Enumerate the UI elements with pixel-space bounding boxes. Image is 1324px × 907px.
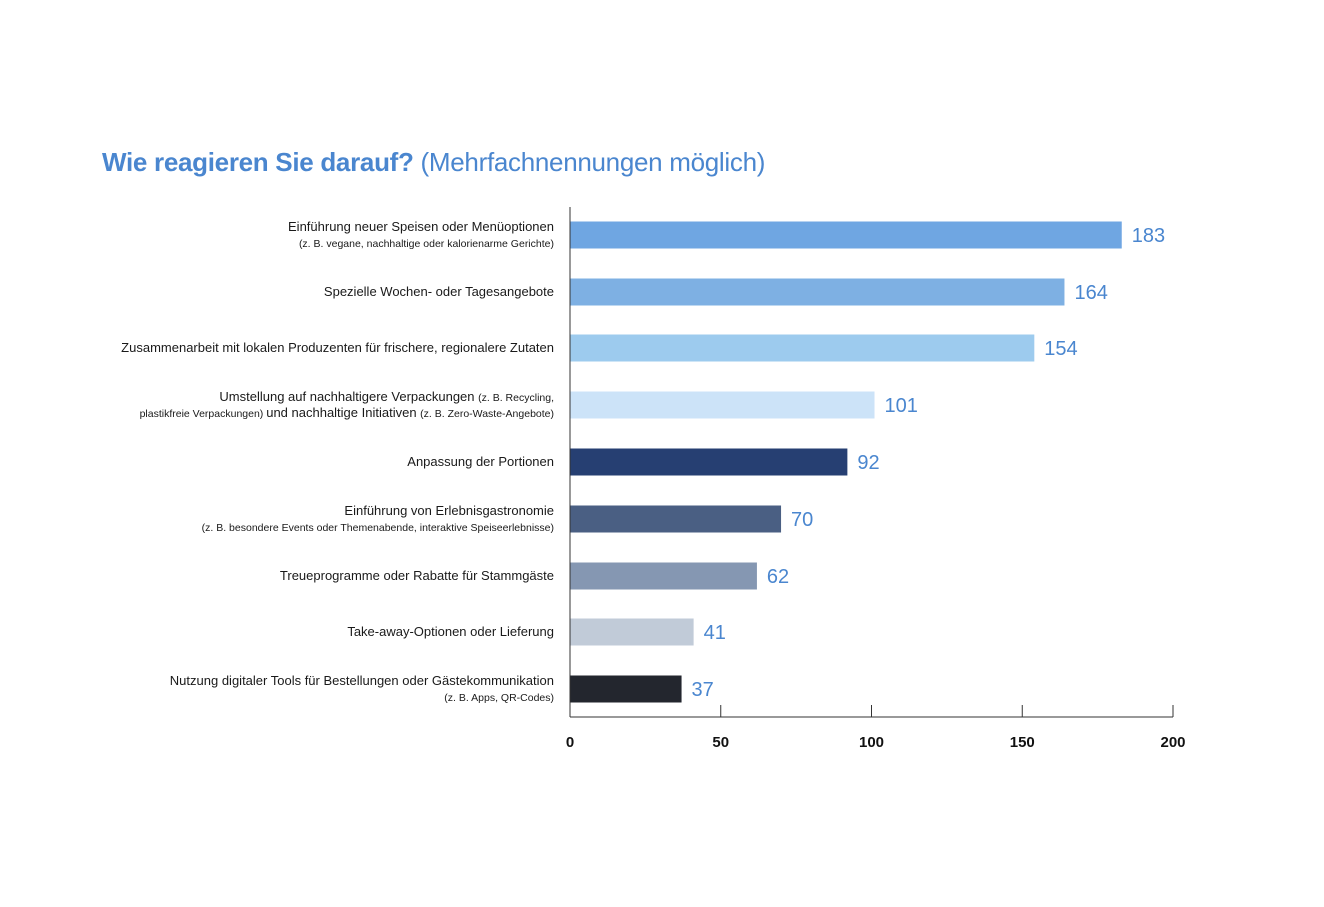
category-label-5: Anpassung der Portionen xyxy=(407,454,554,469)
category-label-segment: Zusammenarbeit mit lokalen Produzenten f… xyxy=(121,340,554,355)
category-label-2: Spezielle Wochen- oder Tagesangebote xyxy=(324,284,554,299)
category-label-3: Zusammenarbeit mit lokalen Produzenten f… xyxy=(121,340,554,355)
value-label-3: 154 xyxy=(1044,338,1077,360)
value-label-6: 70 xyxy=(791,509,813,531)
category-label-segment: (z. B. Recycling, xyxy=(478,392,554,404)
category-label-segment: Treueprogramme oder Rabatte für Stammgäs… xyxy=(280,568,554,583)
category-label-segment: Take-away-Optionen oder Lieferung xyxy=(347,624,554,639)
category-label-segment: Spezielle Wochen- oder Tagesangebote xyxy=(324,284,554,299)
category-label-segment: Einführung von Erlebnisgastronomie xyxy=(344,503,554,518)
value-label-9: 37 xyxy=(692,679,714,701)
x-tick-label-2: 50 xyxy=(712,734,729,751)
bar-7 xyxy=(570,562,757,590)
category-label-segment: Anpassung der Portionen xyxy=(407,454,554,469)
category-label-segment: Einführung neuer Speisen oder Menüoption… xyxy=(288,219,554,234)
x-tick-label-1: 0 xyxy=(566,734,574,751)
category-label-6: Einführung von Erlebnisgastronomie (z. B.… xyxy=(202,503,554,534)
category-label-segment: (z. B. Zero-Waste-Angebote) xyxy=(420,408,554,420)
bar-6 xyxy=(570,505,782,533)
category-label-8: Take-away-Optionen oder Lieferung xyxy=(347,624,554,639)
x-tick-label-3: 100 xyxy=(859,734,884,751)
bar-2 xyxy=(570,278,1065,306)
category-label-segment: und nachhaltige Initiativen xyxy=(266,405,420,420)
category-label-9: Nutzung digitaler Tools für Bestellungen… xyxy=(170,673,554,704)
category-label-segment: (z. B. besondere Events oder Themenabend… xyxy=(202,522,554,534)
value-label-8: 41 xyxy=(704,622,726,644)
bar-1 xyxy=(570,221,1122,249)
category-label-segment: (z. B. Apps, QR-Codes) xyxy=(444,692,554,704)
category-label-segment: Nutzung digitaler Tools für Bestellungen… xyxy=(170,673,554,688)
x-tick-label-4: 150 xyxy=(1010,734,1035,751)
chart-title-main: Wie reagieren Sie darauf? xyxy=(102,147,414,177)
chart-title: Wie reagieren Sie darauf? (Mehrfachnennu… xyxy=(102,144,765,180)
bars-layer xyxy=(570,221,1122,703)
bar-4 xyxy=(570,391,875,419)
category-label-7: Treueprogramme oder Rabatte für Stammgäs… xyxy=(280,568,554,583)
chart-subtitle: (Mehrfachnennungen möglich) xyxy=(420,147,766,177)
value-label-5: 92 xyxy=(857,452,879,474)
category-label-segment: plastikfreie Verpackungen) xyxy=(140,408,267,420)
bar-8 xyxy=(570,618,694,646)
axes-layer: 0 50 100 150 200 xyxy=(566,207,1186,751)
value-label-4: 101 xyxy=(885,395,918,417)
bar-9 xyxy=(570,675,682,703)
category-label-1: Einführung neuer Speisen oder Menüoption… xyxy=(288,219,554,250)
value-label-7: 62 xyxy=(767,566,789,588)
x-tick-label-5: 200 xyxy=(1160,734,1185,751)
category-label-4: Umstellung auf nachhaltigere Verpackunge… xyxy=(140,389,554,420)
category-label-segment: (z. B. vegane, nachhaltige oder kalorien… xyxy=(299,238,554,250)
category-label-segment: Umstellung auf nachhaltigere Verpackunge… xyxy=(219,389,478,404)
bar-3 xyxy=(570,334,1035,362)
value-label-1: 183 xyxy=(1132,225,1165,247)
bar-5 xyxy=(570,448,848,476)
labels-layer: 183 164 154 101 92 70 62 41 37 Einführung neuer S… xyxy=(121,219,1165,704)
value-label-2: 164 xyxy=(1074,282,1107,304)
